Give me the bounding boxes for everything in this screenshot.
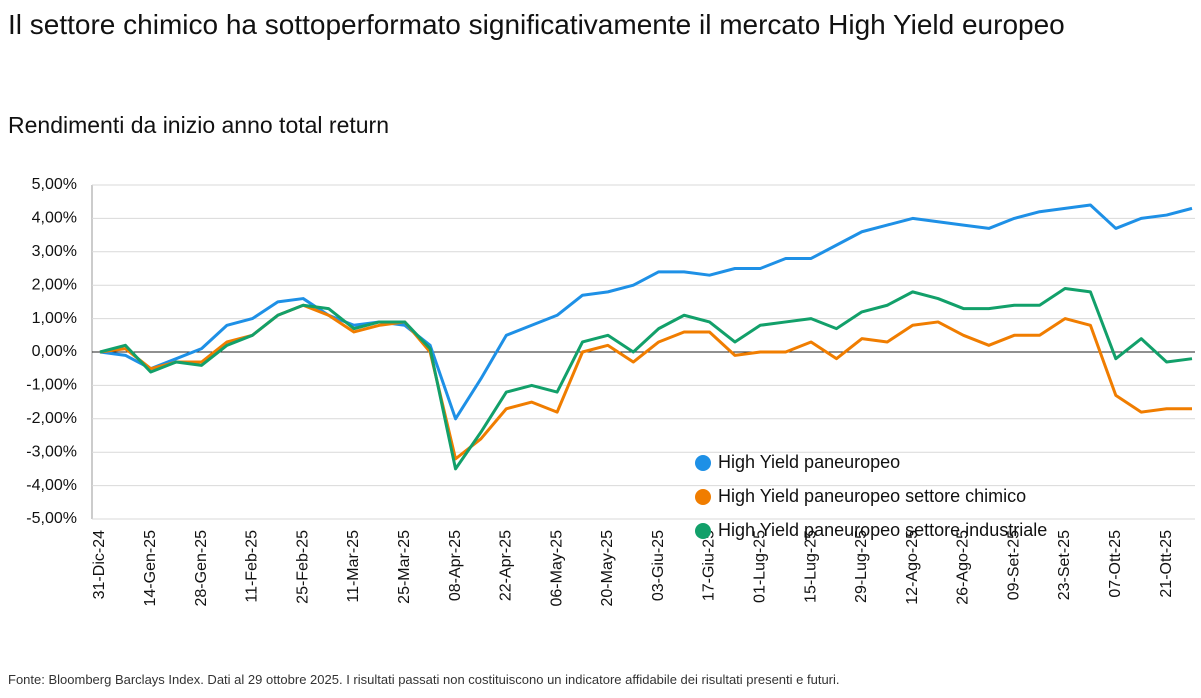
x-tick-label: 28-Gen-25 [193, 530, 210, 607]
x-tick-label: 29-Lug-25 [853, 530, 870, 603]
x-tick-label: 06-May-25 [548, 530, 565, 607]
legend-label: High Yield paneuropeo settore chimico [718, 486, 1026, 506]
x-tick-label: 26-Ago-25 [955, 530, 972, 605]
legend-marker [695, 455, 711, 471]
y-tick-label: 2,00% [32, 276, 77, 293]
legend-label: High Yield paneuropeo [718, 452, 900, 472]
x-tick-label: 31-Dic-24 [91, 530, 108, 599]
y-tick-label: -5,00% [26, 510, 77, 527]
y-tick-label: -4,00% [26, 477, 77, 494]
x-tick-label: 09-Set-25 [1005, 530, 1022, 600]
x-tick-label: 25-Mar-25 [396, 530, 413, 604]
x-tick-label: 01-Lug-25 [751, 530, 768, 603]
x-tick-label: 11-Mar-25 [345, 530, 362, 603]
y-tick-label: 0,00% [32, 343, 77, 360]
y-tick-label: 5,00% [32, 176, 77, 193]
x-tick-label: 07-Ott-25 [1107, 530, 1124, 598]
y-tick-label: -3,00% [26, 443, 77, 460]
legend-marker [695, 489, 711, 505]
x-tick-label: 08-Apr-25 [447, 530, 464, 601]
legend-marker [695, 523, 711, 539]
y-tick-label: 4,00% [32, 210, 77, 227]
subtitle: Rendimenti da inizio anno total return [8, 112, 390, 138]
x-tick-label: 15-Lug-25 [802, 530, 819, 603]
source-note: Fonte: Bloomberg Barclays Index. Dati al… [8, 672, 840, 687]
x-tick-label: 25-Feb-25 [294, 530, 311, 604]
title: Il settore chimico ha sottoperformato si… [8, 9, 1065, 40]
y-tick-label: 1,00% [32, 310, 77, 327]
x-tick-label: 03-Giu-25 [650, 530, 667, 601]
x-tick-label: 20-May-25 [599, 530, 616, 607]
legend-label: High Yield paneuropeo settore industrial… [718, 520, 1047, 540]
series-line [99, 303, 1192, 461]
series-line [99, 287, 1193, 471]
series-line [99, 203, 1193, 421]
x-tick-label: 11-Feb-25 [244, 530, 261, 603]
x-tick-label: 17-Giu-25 [701, 530, 718, 601]
y-tick-label: -1,00% [26, 377, 77, 394]
y-tick-label: -2,00% [26, 410, 77, 427]
x-tick-label: 23-Set-25 [1056, 530, 1073, 600]
x-tick-label: 22-Apr-25 [498, 530, 515, 601]
y-tick-label: 3,00% [32, 243, 77, 260]
x-tick-label: 14-Gen-25 [142, 530, 159, 607]
chart: 5,00% 4,00% 3,00% 2,00% 1,00% 0,00% -1,00% -2,0… [26, 176, 1195, 607]
x-tick-label: 12-Ago-25 [904, 530, 921, 605]
x-tick-label: 21-Ott-25 [1158, 530, 1175, 598]
